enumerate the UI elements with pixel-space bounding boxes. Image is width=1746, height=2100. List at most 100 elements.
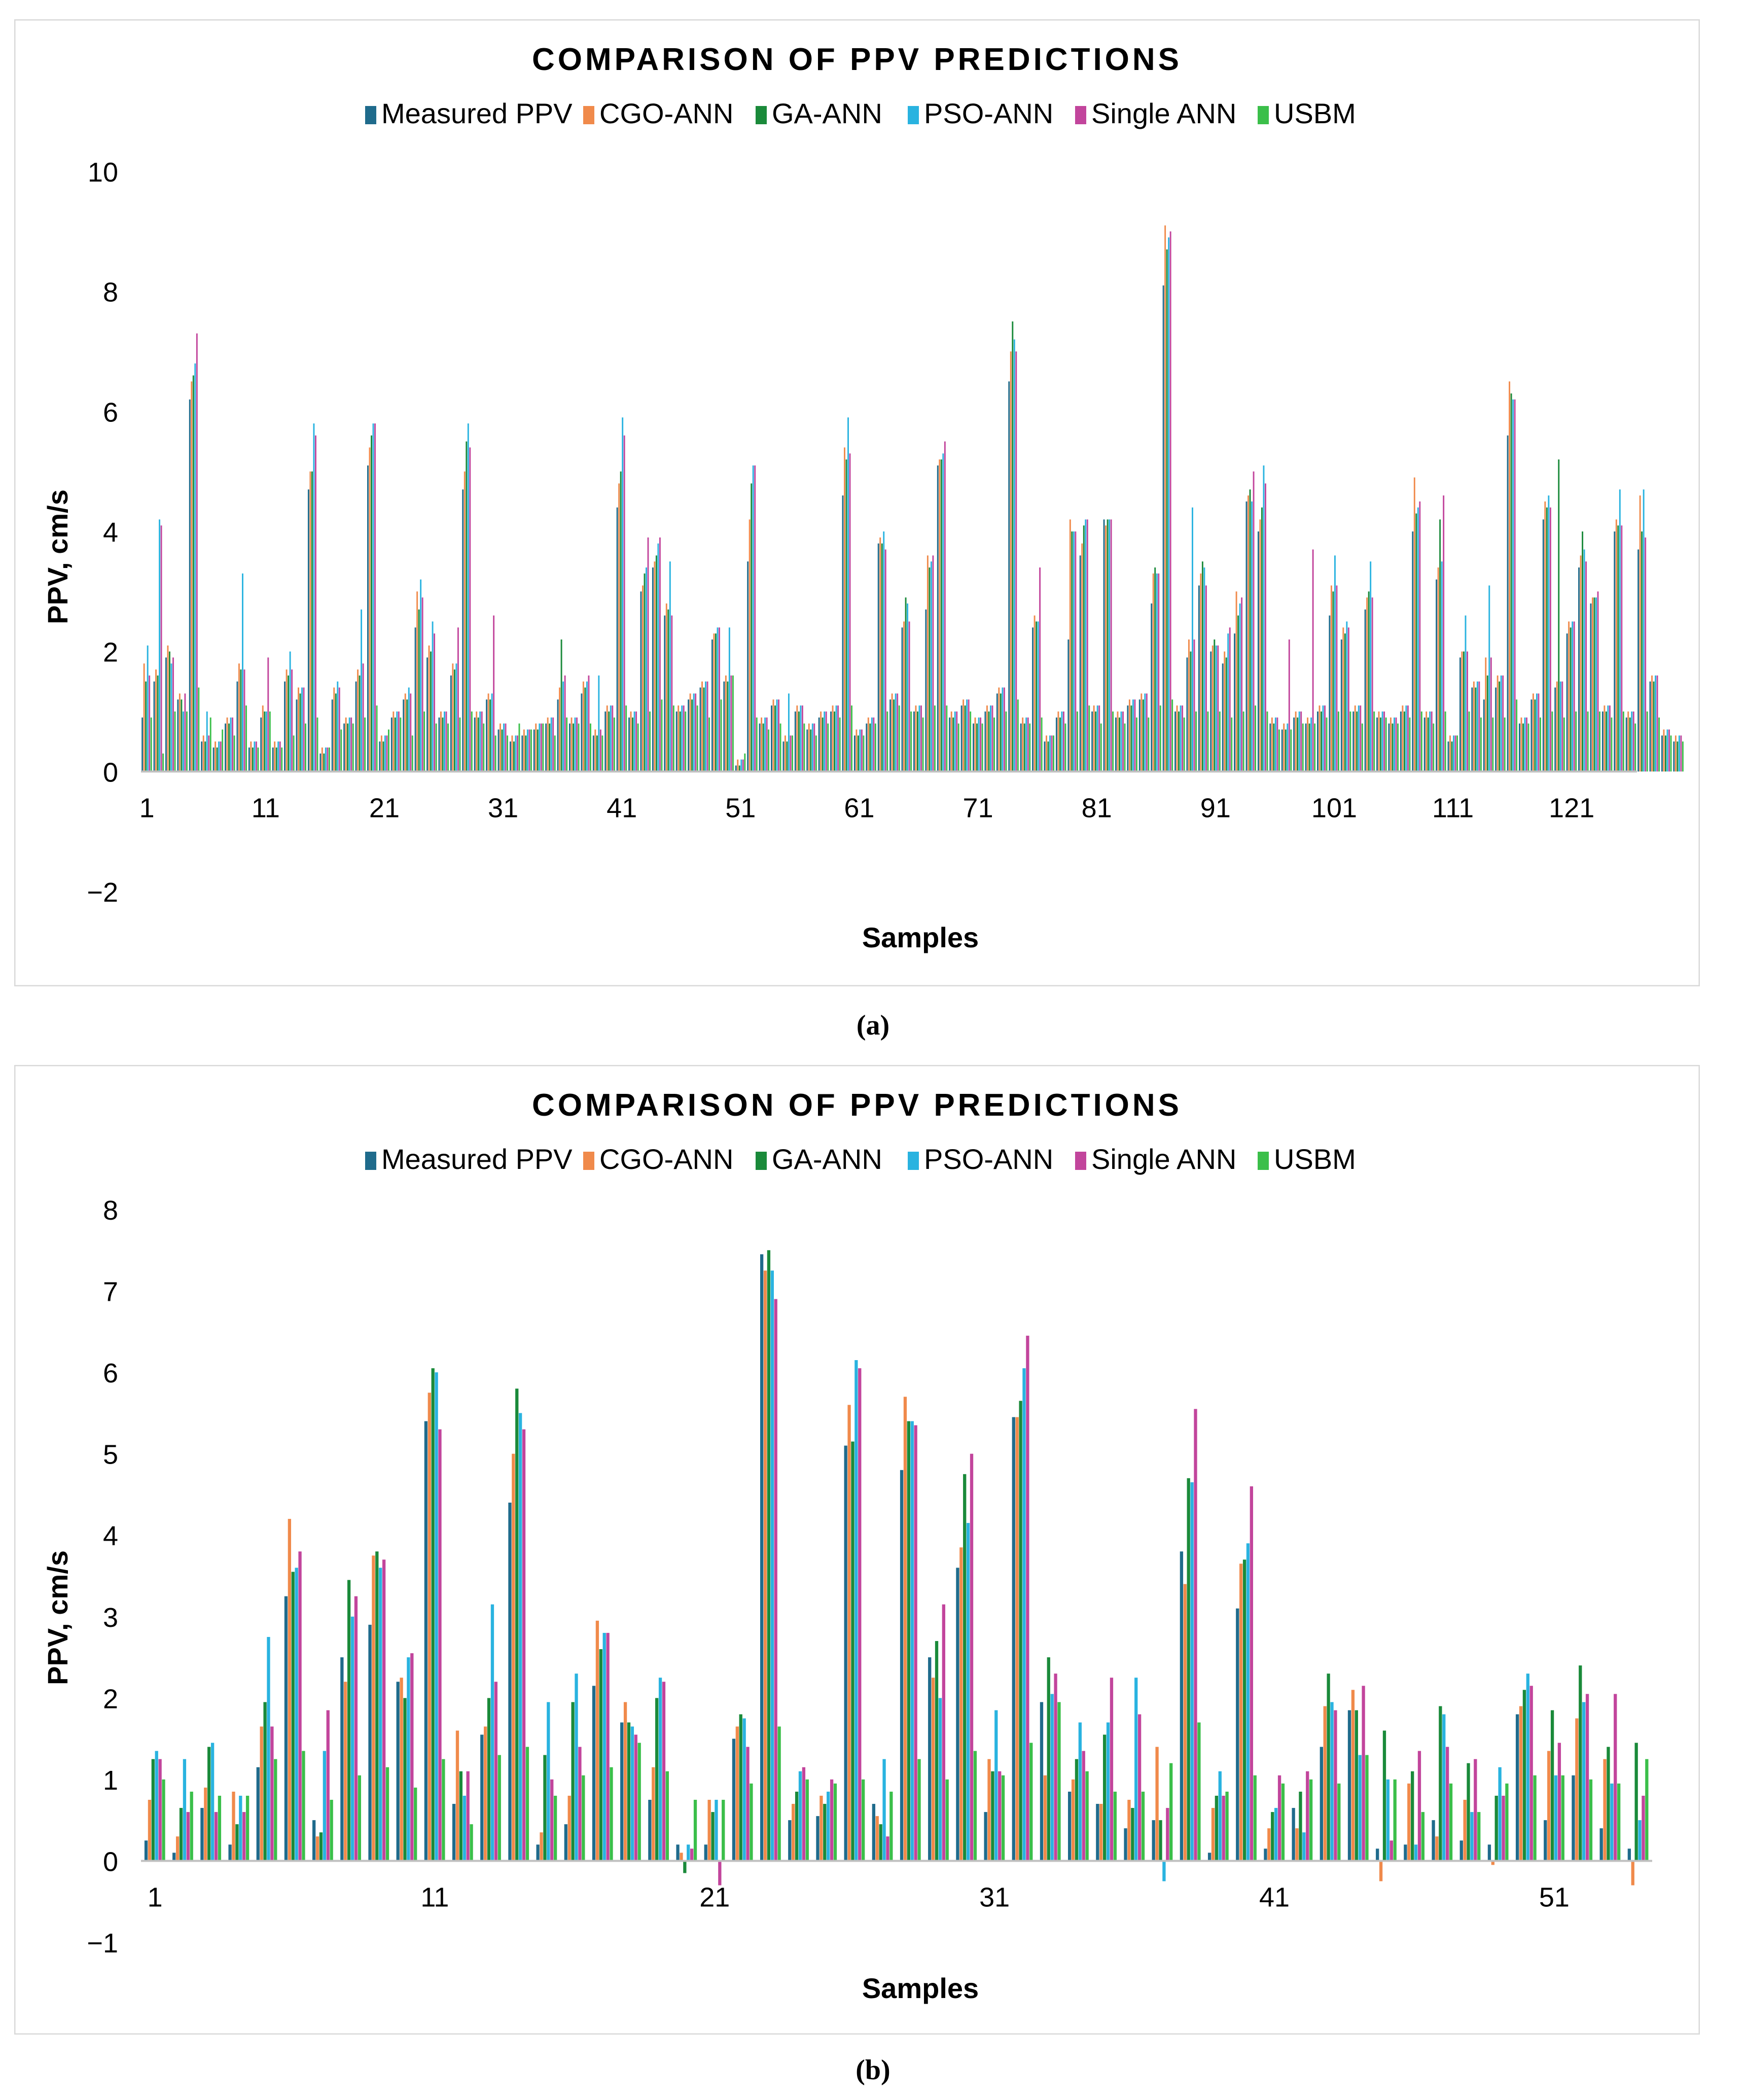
- chart-a-bar-pso_ann: [776, 699, 778, 772]
- chart-a-bar-measured: [1483, 699, 1485, 772]
- chart-a-bar-single_ann: [291, 669, 293, 772]
- chart-a-bar-pso_ann: [633, 711, 635, 772]
- chart-a-bar-cgo_ann: [1509, 381, 1511, 772]
- chart-a-bar-usbm: [411, 735, 413, 772]
- chart-b-bar-single_ann: [1502, 1796, 1505, 1861]
- chart-a-bar-cgo_ann: [1378, 711, 1380, 772]
- chart-b-bar-cgo_ann: [540, 1832, 543, 1861]
- chart-a-bar-single_ann: [659, 537, 661, 772]
- chart-a-bar-usbm: [198, 687, 200, 772]
- chart-a-bar-cgo_ann: [749, 519, 751, 772]
- chart-a-bar-pso_ann: [657, 543, 659, 772]
- chart-a-bar-cgo_ann: [464, 471, 466, 772]
- chart-a-bar-usbm: [1302, 723, 1304, 772]
- chart-a-bar-usbm: [269, 711, 271, 772]
- chart-a-bar-measured: [1020, 723, 1022, 772]
- chart-b-bar-ga_ann: [1550, 1710, 1554, 1861]
- chart-a-bar-usbm: [483, 723, 485, 772]
- chart-a-bar-ga_ann: [347, 723, 349, 772]
- chart-a-bar-pso_ann: [1132, 699, 1134, 772]
- chart-b-xtick-label: 41: [1259, 1882, 1290, 1912]
- chart-a-ytick-label: −2: [87, 877, 118, 908]
- chart-b-bar-usbm: [945, 1779, 949, 1861]
- chart-b-bar-cgo_ann: [455, 1730, 459, 1861]
- chart-b-bar-ga_ann: [543, 1755, 547, 1861]
- chart-a-bar-measured: [866, 723, 868, 772]
- chart-a-bar-usbm: [1314, 723, 1316, 772]
- chart-a-bar-measured: [545, 723, 547, 772]
- chart-b-bar-cgo_ann: [1407, 1783, 1411, 1861]
- chart-b-bar-cgo_ann: [232, 1791, 235, 1861]
- chart-a-bar-measured: [604, 711, 607, 772]
- chart-a-bar-measured: [925, 609, 927, 772]
- chart-a-bar-ga_ann: [1499, 681, 1501, 772]
- chart-b-bar-single_ann: [830, 1779, 834, 1861]
- chart-a-bar-usbm: [672, 705, 674, 772]
- chart-a-bar-measured: [688, 699, 690, 772]
- chart-a-bar-ga_ann: [810, 729, 812, 772]
- chart-b-bar-usbm: [750, 1783, 753, 1861]
- chart-a-bar-cgo_ann: [1615, 519, 1617, 772]
- chart-a-bar-single_ann: [1454, 735, 1456, 772]
- chart-a-bar-cgo_ann: [523, 729, 525, 772]
- chart-a-bar-cgo_ann: [1271, 717, 1273, 772]
- chart-a-bar-measured: [1115, 717, 1117, 772]
- chart-b-bar-cgo_ann: [1519, 1706, 1523, 1861]
- chart-a-bar-cgo_ann: [428, 645, 430, 772]
- chart-a-legend: Measured PPV CGO-ANN GA-ANN PSO-ANN Single A…: [365, 97, 1356, 129]
- chart-a-bar-ga_ann: [798, 711, 800, 772]
- chart-b-bar-usbm: [610, 1767, 613, 1861]
- chart-a-bar-usbm: [1207, 711, 1209, 772]
- chart-a-bar-usbm: [970, 711, 972, 772]
- chart-b-bar-cgo_ann: [1463, 1800, 1467, 1861]
- chart-a-bar-ga_ann: [1427, 717, 1429, 772]
- chart-a-bar-ga_ann: [1605, 711, 1607, 772]
- chart-b-bar-ga_ann: [1355, 1710, 1358, 1861]
- ppv-comparison-chart-b: COMPARISON OF PPV PREDICTIONS Measured P…: [14, 1065, 1700, 2035]
- chart-b-bar-usbm: [1281, 1783, 1285, 1861]
- chart-b-bar-usbm: [414, 1787, 417, 1861]
- chart-a-bar-usbm: [1433, 723, 1435, 772]
- ppv-comparison-chart-a: COMPARISON OF PPV PREDICTIONS Measured P…: [14, 19, 1700, 986]
- chart-a-bar-ga_ann: [252, 748, 254, 772]
- chart-b-bar-measured: [312, 1820, 316, 1861]
- chart-a-bar-cgo_ann: [701, 681, 703, 772]
- chart-a-bar-pso_ann: [942, 453, 944, 772]
- chart-b-legend-swatch: [365, 1152, 376, 1170]
- chart-a-bar-cgo_ann: [1283, 723, 1285, 772]
- chart-a-bar-measured: [1661, 735, 1663, 772]
- chart-a-bar-pso_ann: [669, 561, 671, 772]
- chart-a-bar-ga_ann: [311, 471, 313, 772]
- chart-a-bar-single_ann: [956, 711, 958, 772]
- chart-b-ytick-label: 0: [103, 1846, 118, 1877]
- chart-b-bar-single_ann: [494, 1682, 498, 1861]
- chart-b-bar-ga_ann: [1411, 1771, 1414, 1861]
- chart-a-bar-single_ann: [184, 693, 186, 772]
- caption-a: (a): [856, 1010, 890, 1041]
- chart-a-bar-measured: [177, 699, 179, 772]
- chart-a-bar-measured: [1649, 681, 1651, 772]
- chart-a-bar-ga_ann: [715, 633, 717, 772]
- chart-b-bar-usbm: [1001, 1775, 1005, 1861]
- chart-a-bar-usbm: [222, 729, 224, 772]
- chart-a-bar-ga_ann: [1297, 717, 1299, 772]
- chart-a-bar-pso_ann: [313, 423, 315, 772]
- chart-b-bar-ga_ann: [823, 1804, 827, 1861]
- chart-b-bar-cgo_ann: [315, 1836, 319, 1861]
- chart-b-bar-pso_ann: [295, 1568, 298, 1861]
- chart-a-bar-ga_ann: [466, 441, 468, 772]
- chart-a-bar-single_ann: [160, 525, 162, 772]
- chart-a-bar-usbm: [946, 705, 948, 772]
- chart-a-bar-single_ann: [1431, 711, 1433, 772]
- chart-b-bar-cgo_ann: [1155, 1747, 1159, 1861]
- chart-a-bar-cgo_ann: [1366, 597, 1368, 772]
- chart-a-bar-measured: [830, 711, 832, 772]
- chart-a-bar-pso_ann: [325, 748, 327, 772]
- chart-a-bar-cgo_ann: [963, 699, 965, 772]
- chart-b-legend-swatch: [908, 1152, 919, 1170]
- chart-a-bar-single_ann: [1347, 627, 1349, 772]
- chart-a-bar-pso_ann: [194, 363, 196, 772]
- chart-a-legend-swatch: [756, 106, 767, 124]
- chart-a-bar-usbm: [1338, 711, 1339, 772]
- chart-a-bar-measured: [652, 567, 654, 772]
